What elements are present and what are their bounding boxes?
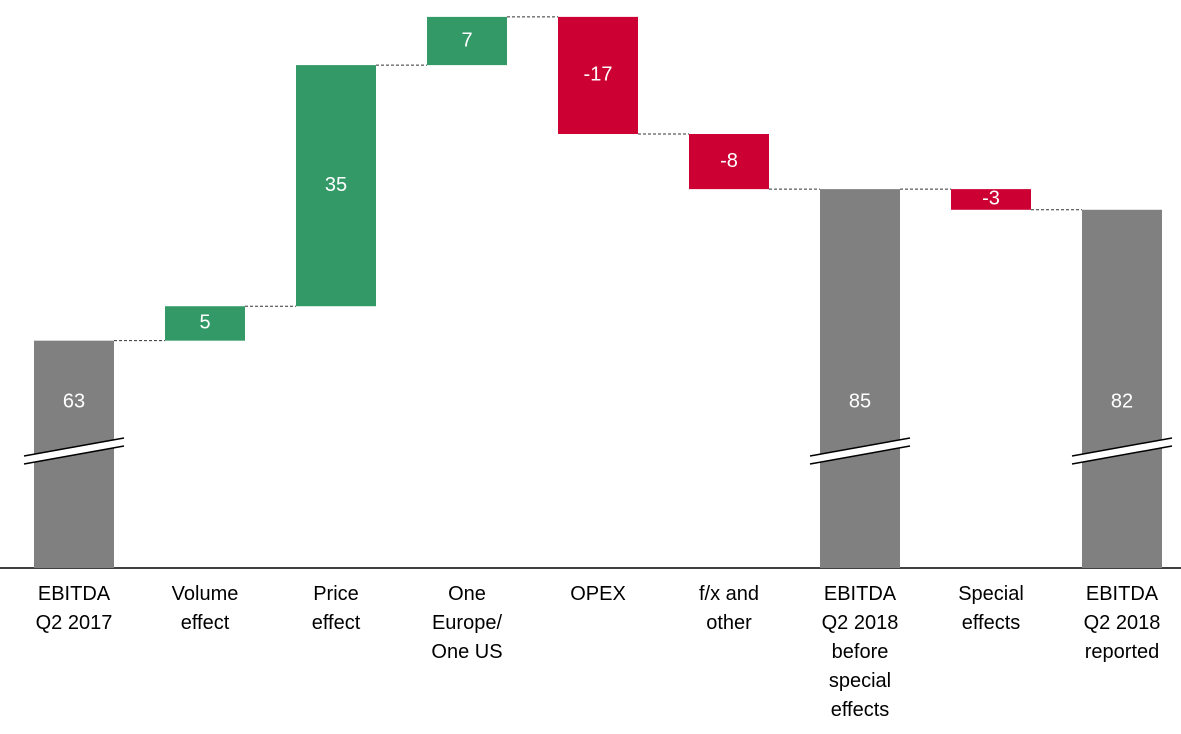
x-tick-label: Volume effect	[172, 583, 239, 634]
axis-break	[810, 438, 910, 464]
axis-break-line	[809, 437, 911, 457]
value-label: -3	[982, 188, 1000, 210]
value-label: 85	[849, 390, 871, 412]
axis-break-line	[23, 445, 125, 465]
value-label: -8	[720, 150, 738, 172]
x-tick-label: Price effect	[312, 583, 361, 634]
axis-break-line	[809, 445, 911, 465]
x-tick-label: OPEX	[570, 583, 626, 605]
value-label: -17	[584, 64, 613, 86]
bar	[165, 306, 245, 341]
bar	[1082, 209, 1162, 568]
value-label: 82	[1111, 390, 1133, 412]
x-tick-label: EBITDA Q2 2017	[36, 583, 113, 634]
bar	[427, 16, 507, 66]
axis-break-line	[1071, 445, 1173, 465]
value-label: 63	[63, 390, 85, 412]
bar	[689, 134, 769, 190]
axis-break	[1072, 438, 1172, 464]
x-tick-label: EBITDA Q2 2018 reported	[1084, 583, 1161, 663]
value-label: 35	[325, 174, 347, 196]
bar	[558, 16, 638, 135]
axis-break-line	[23, 437, 125, 457]
x-tick-label: f/x and other	[699, 583, 759, 634]
bar	[820, 189, 900, 568]
x-tick-label: One Europe/One US	[431, 583, 502, 663]
value-label: 5	[199, 312, 210, 334]
x-tick-label: EBITDA Q2 2018 before special effects	[822, 583, 899, 721]
bar	[296, 65, 376, 307]
axis-break-line	[1071, 437, 1173, 457]
bar	[951, 189, 1031, 210]
x-tick-label: Special effects	[958, 583, 1024, 634]
axis-break	[24, 438, 124, 464]
value-label: 7	[461, 29, 472, 51]
